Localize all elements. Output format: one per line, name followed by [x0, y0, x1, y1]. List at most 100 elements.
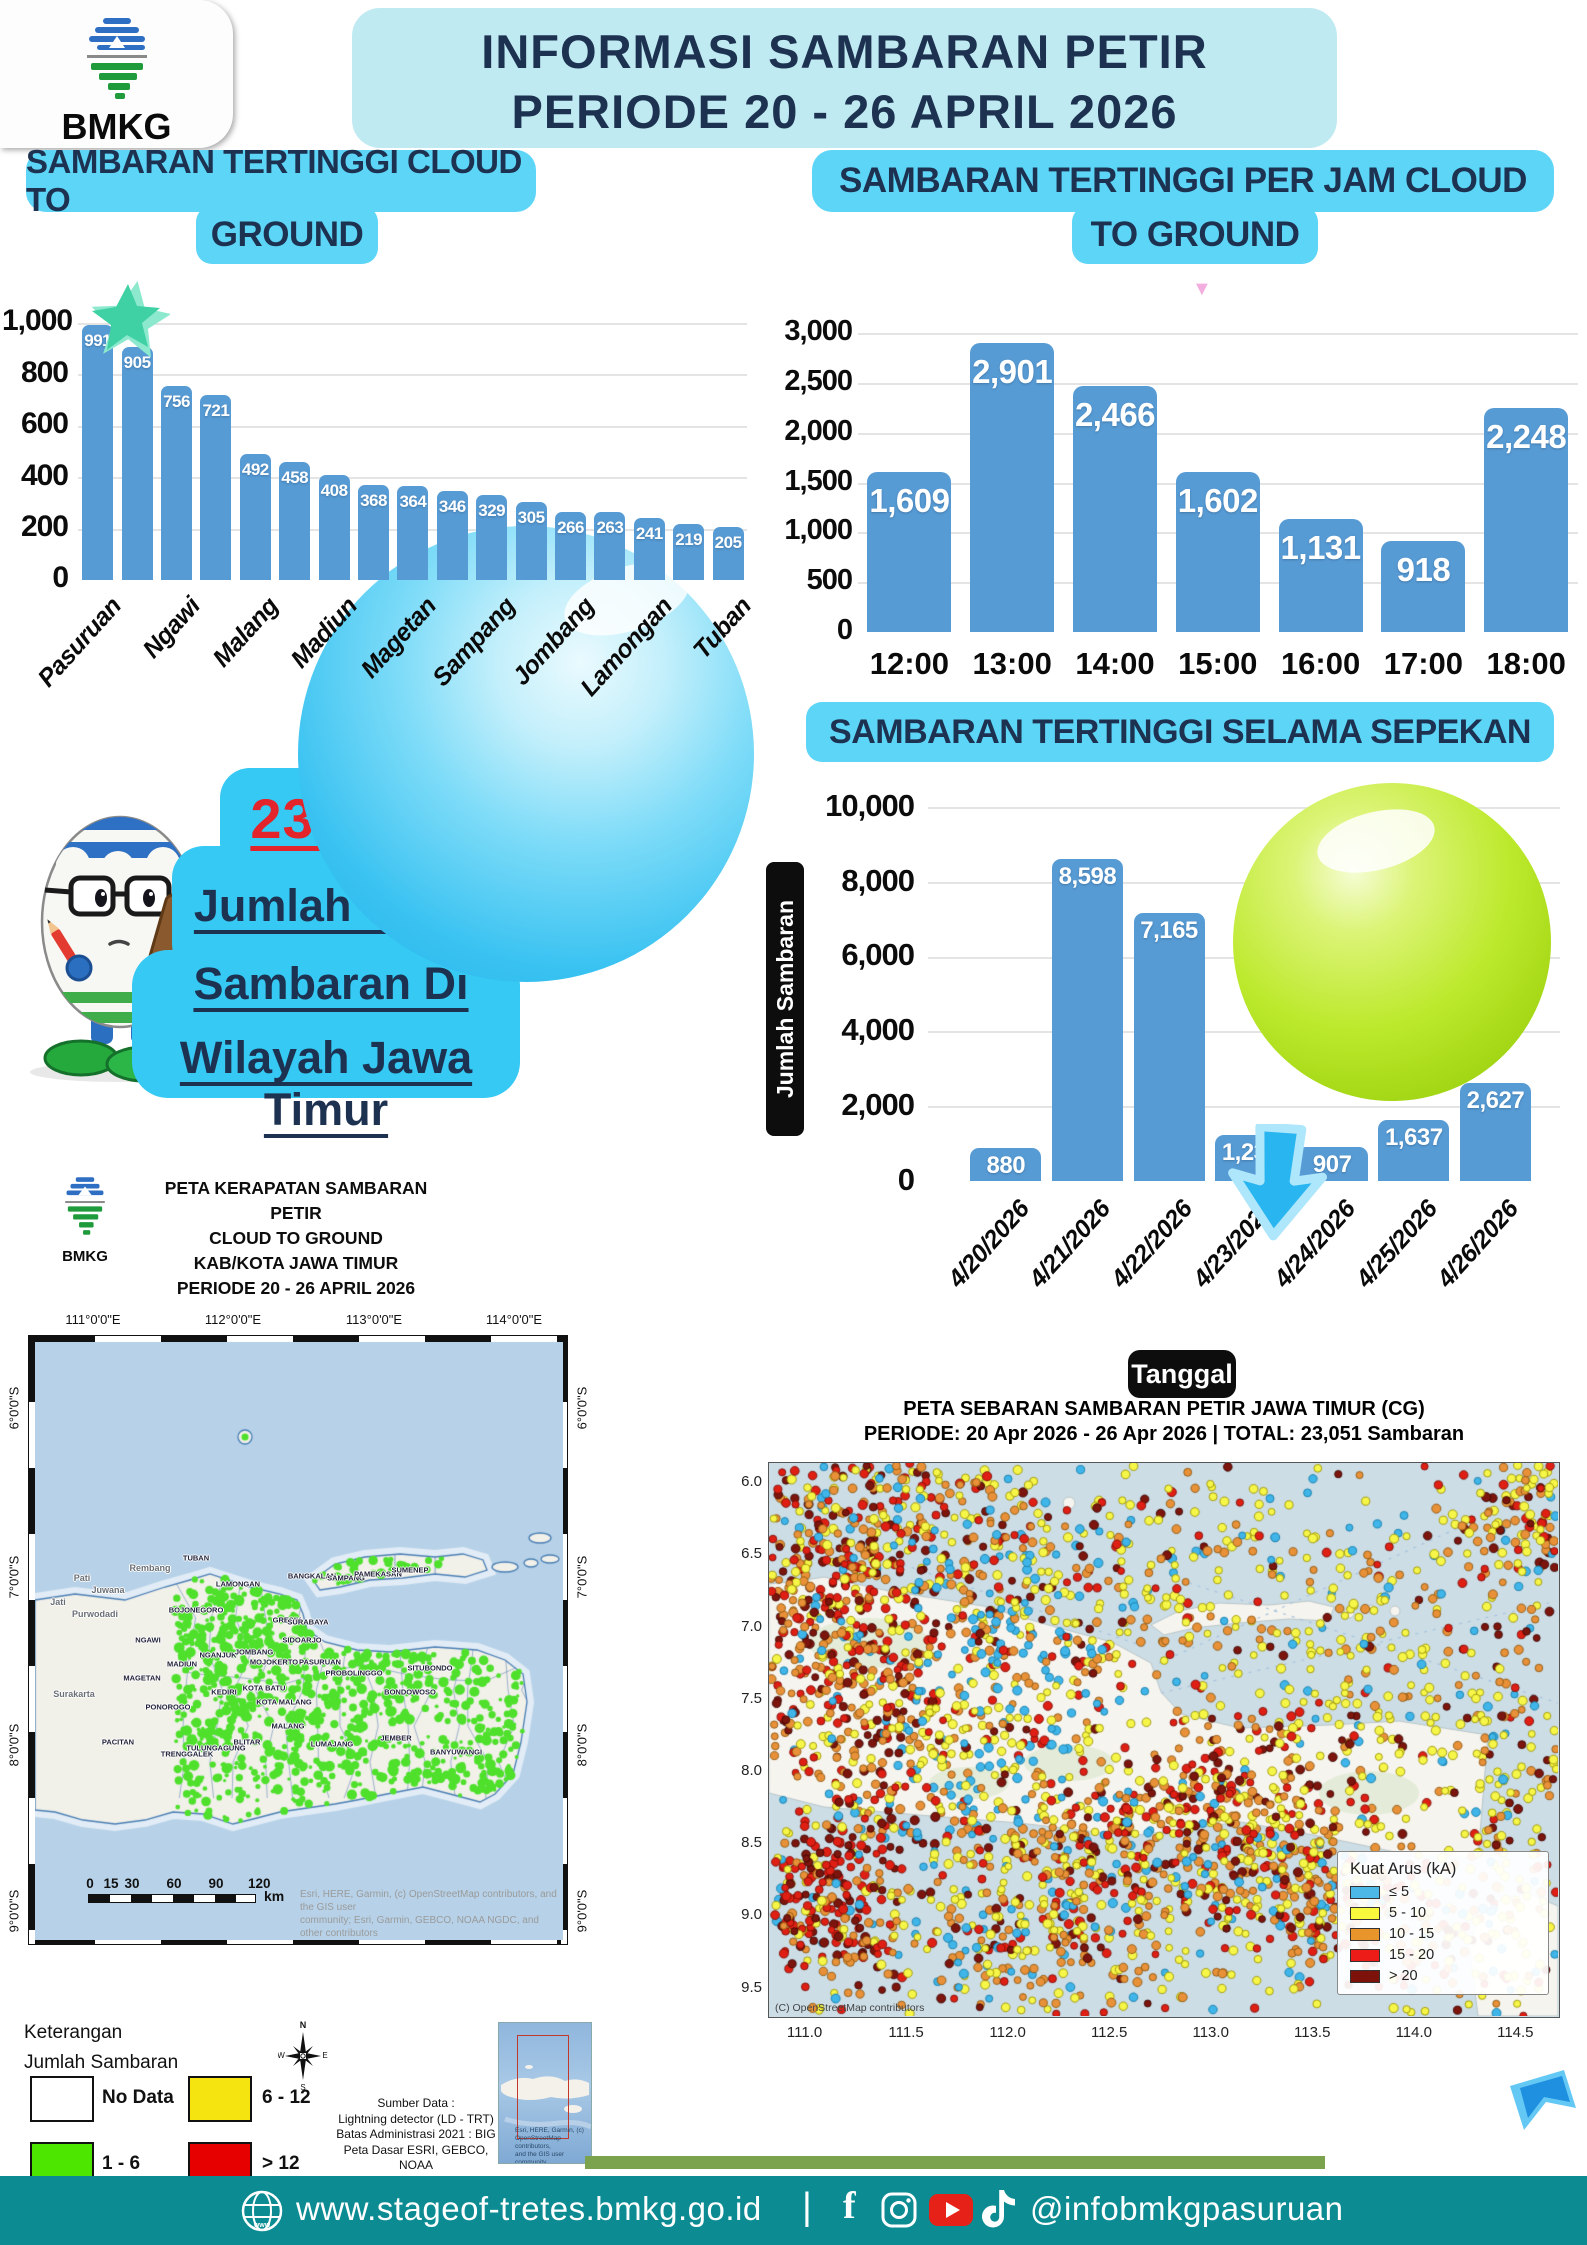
legend-swatch [30, 2076, 94, 2122]
map-region-label: SUMENEP [391, 1565, 429, 1575]
bar-value-label: 266 [557, 517, 584, 537]
bar [970, 1148, 1042, 1181]
y-axis-tick: 500 [806, 564, 853, 597]
bar-value-label: 905 [123, 353, 151, 373]
youtube-icon[interactable] [928, 2193, 974, 2227]
scatter-legend-row: 5 - 10 [1350, 1905, 1536, 1921]
bar [515, 501, 547, 580]
scatter-y-tick: 7.5 [741, 1689, 762, 1707]
svg-text:W: W [278, 2051, 285, 2060]
scale-label: 15 [103, 1876, 119, 1891]
scale-unit: km [264, 1888, 285, 1904]
scatter-x-tick: 113.5 [1294, 2024, 1331, 2041]
bar [279, 462, 311, 580]
bar-value-label: 205 [714, 533, 742, 553]
bar [1278, 519, 1363, 632]
svg-text:E: E [322, 2051, 327, 2060]
footer-website[interactable]: www.stageof-tretes.bmkg.go.id [296, 2190, 762, 2227]
gridline [928, 807, 1560, 809]
x-axis-label: 15:00 [1178, 646, 1258, 681]
sphere-decoration [1233, 783, 1551, 1101]
lon-tick: 114°0'0"E [485, 1312, 543, 1327]
scale-label: 120 [248, 1876, 271, 1891]
map-region-label: PASURUAN [299, 1657, 341, 1667]
bar-value-label: 880 [986, 1152, 1026, 1180]
lon-tick: 113°0'0"E [345, 1312, 403, 1327]
facebook-icon[interactable]: f [843, 2185, 856, 2227]
chart3-ylabel-box: Jumlah Sambaran [766, 862, 804, 1136]
bar-value-label: 329 [478, 501, 506, 521]
density-map-frame [28, 1335, 568, 1945]
scatter-legend-row: ≤ 5 [1350, 1884, 1536, 1900]
scale-label: 30 [124, 1876, 140, 1891]
bar [1133, 913, 1205, 1181]
y-axis-tick: 200 [20, 510, 69, 543]
scatter-x-tick: 112.5 [1090, 2024, 1128, 2041]
map-attribution: Esri, HERE, Garmin, (c) OpenStreetMap co… [300, 1889, 557, 1939]
lon-tick: 111°0'0"E [65, 1312, 121, 1327]
map-region-label: Purwodadi [71, 1609, 119, 1619]
bar [436, 491, 468, 580]
bar [82, 325, 114, 580]
bar-value-label: 492 [241, 459, 269, 479]
map-region-label: GRESIK [272, 1615, 302, 1625]
bar-value-label: 918 [1396, 550, 1451, 588]
bar-value-label: 368 [360, 491, 387, 511]
scale-label: 60 [166, 1876, 182, 1891]
scatter-legend-swatch [1350, 1969, 1380, 1983]
map-region-label: BANYUWANGI [429, 1747, 483, 1757]
legend-label: 6 - 12 [262, 2087, 311, 2108]
map-region-label: TULUNGAGUNG [186, 1743, 246, 1753]
bar [200, 394, 232, 580]
map-region-label: MOJOKERTO [249, 1657, 299, 1667]
scatter-y-tick: 9.0 [741, 1906, 762, 1924]
legend-label: > 12 [262, 2153, 300, 2174]
scatter-x-tick: 113.0 [1192, 2024, 1229, 2041]
map-region-label: JOMBANG [234, 1647, 274, 1657]
scatter-title-line2: PERIODE: 20 Apr 2026 - 26 Apr 2026 | TOT… [863, 1423, 1465, 1445]
bar [633, 518, 665, 580]
x-axis-label: 14:00 [1075, 646, 1155, 681]
lat-tick: 9°0'0"S [574, 1889, 590, 1933]
inset-attribution: Esri, HERE, Garmin, (c) OpenStreetMap co… [515, 2127, 584, 2164]
map-region-label: SAMPANG [327, 1573, 365, 1583]
map-region-label: JEMBER [380, 1733, 412, 1743]
chart1-title-bubble-tab [196, 206, 378, 264]
lat-tick: 6°0'0"S [574, 1386, 590, 1430]
scatter-legend: Kuat Arus (kA) ≤ 5 5 - 10 10 - 15 15 - 20 > … [1337, 1851, 1549, 1995]
bar-value-label: 2,466 [1074, 396, 1156, 434]
bar [712, 527, 744, 580]
chart2-title-line1: SAMBARAN TERTINGGI PER JAM CLOUD [839, 161, 1527, 200]
instagram-icon[interactable] [880, 2191, 918, 2229]
tiktok-icon[interactable] [982, 2188, 1020, 2232]
bar [1381, 540, 1466, 632]
footer-separator: | [802, 2186, 813, 2228]
bar [594, 512, 626, 580]
bar [476, 495, 508, 580]
lat-tick: 8°0'0"S [574, 1723, 590, 1767]
bar [1484, 407, 1569, 632]
bar-value-label: 364 [399, 492, 427, 512]
scatter-x-tick: 111.5 [888, 2024, 924, 2041]
gridline [858, 382, 1578, 385]
star-icon [91, 280, 170, 358]
chart3-xlabel: Tanggal [1131, 1358, 1233, 1389]
density-map-logo-icon [65, 1177, 105, 1235]
bar [239, 453, 271, 580]
header-title-box: INFORMASI SAMBARAN PETIR PERIODE 20 - 26… [352, 8, 1337, 148]
bar-value-label: 2,901 [972, 352, 1053, 390]
scatter-x-tick: 111.0 [786, 2024, 823, 2041]
map-region-label: KOTA MALANG [256, 1697, 312, 1707]
map-region-label: SIDOARJO [282, 1635, 322, 1645]
svg-text:N: N [300, 2020, 307, 2030]
bar-value-label: 305 [517, 507, 545, 527]
scatter-y-tick: 6.0 [741, 1473, 762, 1491]
footer-handle[interactable]: @infobmkgpasuruan [1030, 2190, 1344, 2227]
scatter-legend-title: Kuat Arus (kA) [1350, 1860, 1457, 1878]
map-scalebar: 0 15 30 60 90 120 km [86, 1876, 284, 1904]
compass-rose-icon: N E S W [278, 2020, 328, 2092]
y-axis-tick: 400 [20, 458, 69, 492]
density-map-title-4: PERIODE 20 - 26 APRIL 2026 [176, 1278, 416, 1298]
footer-bar: www www.stageof-tretes.bmkg.go.id | f @i… [0, 2176, 1587, 2245]
x-axis-label: 17:00 [1383, 646, 1464, 681]
